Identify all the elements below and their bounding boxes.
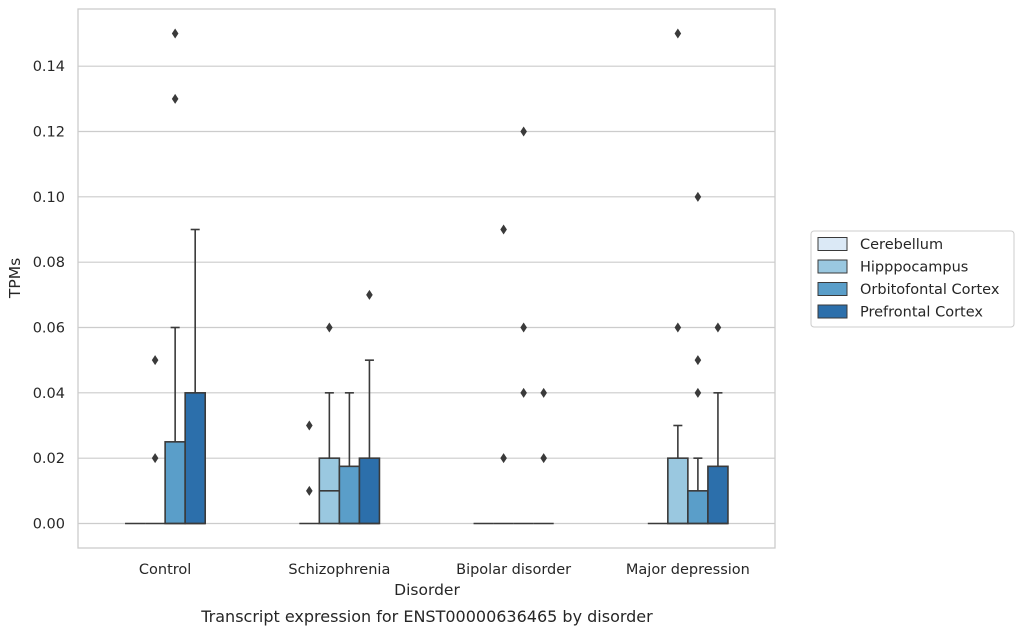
x-tick-labels: Control Schizophrenia Bipolar disorder Majo… <box>139 562 750 578</box>
x-tick-label: Schizophrenia <box>288 562 390 578</box>
y-tick-labels: 0.00 0.02 0.04 0.06 0.08 0.10 0.12 0.14 <box>33 59 65 532</box>
outlier-point <box>674 28 682 39</box>
outlier-point <box>500 224 507 235</box>
series-2 <box>164 28 709 525</box>
box-iqr <box>687 490 709 525</box>
outlier-point <box>326 322 333 333</box>
box <box>513 126 534 525</box>
outlier-point <box>694 387 702 398</box>
outlier-point <box>171 28 179 39</box>
box-iqr <box>184 392 207 525</box>
legend: Cerebellum Hipppocampus Orbitofontal Corte… <box>810 230 1015 328</box>
y-tick-label: 0.10 <box>33 190 65 206</box>
series-3 <box>184 228 729 525</box>
y-tick-label: 0.08 <box>33 255 65 271</box>
y-axis-title: TPMs <box>6 258 24 299</box>
box-iqr <box>358 457 381 525</box>
legend-swatch <box>817 259 848 274</box>
box-iqr <box>707 465 729 525</box>
legend-label: Cerebellum <box>860 237 943 253</box>
legend-swatch <box>817 304 848 319</box>
box <box>493 224 514 525</box>
legend-items: Cerebellum Hipppocampus Orbitofontal Corte… <box>817 237 1000 321</box>
outlier-point <box>520 126 527 137</box>
chart-caption: Transcript expression for ENST0000063646… <box>200 607 653 626</box>
outlier-point <box>520 387 527 398</box>
y-tick-label: 0.04 <box>33 386 65 402</box>
outlier-point <box>366 289 373 300</box>
box <box>533 387 554 525</box>
box <box>667 28 689 525</box>
outlier-point <box>540 453 547 464</box>
outlier-point <box>714 322 722 333</box>
plot-area-frame <box>77 8 776 549</box>
box <box>707 322 729 525</box>
legend-label: Orbitofontal Cortex <box>860 282 1000 298</box>
y-tick-label: 0.14 <box>33 59 65 75</box>
outlier-point <box>500 453 507 464</box>
box <box>184 228 207 525</box>
outlier-point <box>306 420 313 431</box>
box-iqr <box>667 457 689 525</box>
x-tick-label: Bipolar disorder <box>456 562 571 578</box>
series-1 <box>145 28 689 525</box>
outlier-point <box>171 93 179 104</box>
outlier-point <box>151 355 159 366</box>
outlier-point <box>520 322 527 333</box>
box-series <box>125 28 729 525</box>
box-iqr <box>338 465 361 525</box>
outlier-point <box>540 387 547 398</box>
box <box>299 420 320 525</box>
series-0 <box>125 420 668 525</box>
x-tick-label: Control <box>139 562 191 578</box>
legend-frame <box>810 230 1015 328</box>
box <box>164 28 186 525</box>
box-iqr <box>164 441 186 525</box>
outlier-point <box>674 322 682 333</box>
box <box>338 392 361 525</box>
outlier-point <box>694 355 702 366</box>
legend-label: Hipppocampus <box>860 260 968 276</box>
y-tick-label: 0.00 <box>33 517 65 533</box>
legend-swatch <box>817 282 848 296</box>
x-tick-label: Major depression <box>626 562 750 578</box>
outlier-point <box>151 453 159 464</box>
box <box>687 191 709 525</box>
outlier-point <box>694 191 702 202</box>
x-axis-title: Disorder <box>394 581 460 599</box>
box <box>318 322 341 525</box>
legend-swatch <box>817 237 848 251</box>
legend-label: Prefrontal Cortex <box>860 305 983 321</box>
y-tick-label: 0.02 <box>33 451 65 467</box>
box <box>358 289 381 525</box>
y-tick-label: 0.06 <box>33 321 65 337</box>
outlier-point <box>306 485 313 496</box>
y-tick-label: 0.12 <box>33 125 65 141</box>
box <box>145 355 166 525</box>
